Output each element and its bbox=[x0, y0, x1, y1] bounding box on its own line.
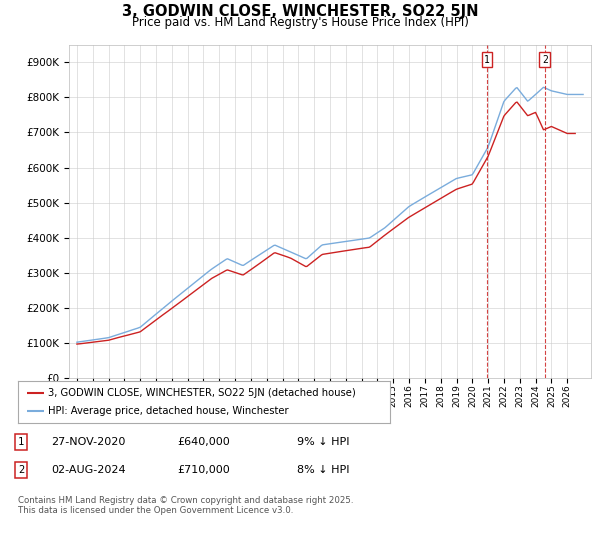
Text: 2: 2 bbox=[18, 465, 24, 475]
Text: Contains HM Land Registry data © Crown copyright and database right 2025.
This d: Contains HM Land Registry data © Crown c… bbox=[18, 496, 353, 515]
Text: £640,000: £640,000 bbox=[177, 437, 230, 447]
Text: 1: 1 bbox=[18, 437, 24, 447]
Text: 27-NOV-2020: 27-NOV-2020 bbox=[51, 437, 125, 447]
Text: 3, GODWIN CLOSE, WINCHESTER, SO22 5JN: 3, GODWIN CLOSE, WINCHESTER, SO22 5JN bbox=[122, 4, 478, 19]
Text: 8% ↓ HPI: 8% ↓ HPI bbox=[297, 465, 349, 475]
Text: Price paid vs. HM Land Registry's House Price Index (HPI): Price paid vs. HM Land Registry's House … bbox=[131, 16, 469, 29]
Text: HPI: Average price, detached house, Winchester: HPI: Average price, detached house, Winc… bbox=[48, 406, 289, 416]
Text: 02-AUG-2024: 02-AUG-2024 bbox=[51, 465, 125, 475]
Text: 1: 1 bbox=[484, 55, 490, 65]
Text: 2: 2 bbox=[542, 55, 548, 65]
Text: 3, GODWIN CLOSE, WINCHESTER, SO22 5JN (detached house): 3, GODWIN CLOSE, WINCHESTER, SO22 5JN (d… bbox=[48, 388, 356, 398]
Text: 9% ↓ HPI: 9% ↓ HPI bbox=[297, 437, 349, 447]
Text: £710,000: £710,000 bbox=[177, 465, 230, 475]
